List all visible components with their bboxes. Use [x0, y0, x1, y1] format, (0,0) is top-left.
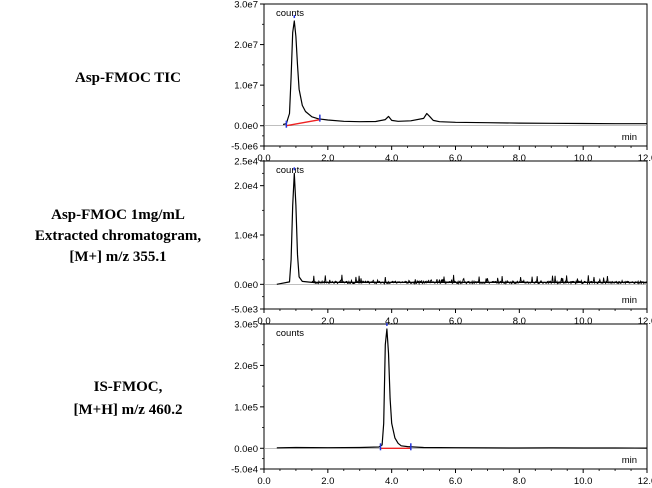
x-tick-label: 10.0	[574, 316, 593, 327]
y-unit-label: counts	[276, 165, 304, 176]
chart-panel-2: Asp-FMOC 1mg/mL Extracted chromatogram, [M…	[35, 157, 652, 328]
x-tick-label: 8.0	[513, 153, 526, 164]
y-tick-label: 0.0e0	[234, 121, 258, 132]
y-tick-label: 1.0e5	[234, 402, 258, 413]
x-tick-label: 4.0	[385, 316, 398, 327]
panel-label-3-line-2: [M+H] m/z 460.2	[74, 402, 183, 418]
y-unit-label: counts	[276, 8, 304, 19]
x-tick-label: 2.0	[321, 476, 334, 487]
y-tick-label: 0.0e0	[234, 280, 258, 291]
y-tick-label: 3.0e5	[234, 320, 258, 331]
y-tick-label: 2.0e5	[234, 361, 258, 372]
x-tick-label: 0.0	[257, 153, 270, 164]
x-tick-label: 0.0	[257, 476, 270, 487]
x-tick-label: 4.0	[385, 153, 398, 164]
x-tick-label: 10.0	[574, 476, 593, 487]
y-unit-label: counts	[276, 328, 304, 339]
x-unit-label: min	[622, 295, 637, 306]
y-tick-label: 1.0e4	[234, 231, 258, 242]
panel-label-1-line-1: Asp-FMOC TIC	[75, 70, 181, 86]
x-unit-label: min	[622, 455, 637, 466]
y-tick-label: 2.0e4	[234, 181, 258, 192]
series-line-1	[276, 328, 648, 449]
y-tick-label: 2.5e4	[234, 157, 258, 168]
x-tick-label: 0.0	[257, 316, 270, 327]
x-tick-label: 2.0	[321, 316, 334, 327]
x-tick-label: 12.0	[638, 316, 652, 327]
y-tick-label: -5.0e6	[231, 142, 258, 153]
y-tick-label: 0.0e0	[234, 444, 258, 455]
panel-label-2-line-1: Asp-FMOC 1mg/mL	[51, 207, 185, 223]
y-tick-label: 2.0e7	[234, 40, 258, 51]
y-tick-label: -5.0e4	[231, 465, 258, 476]
panel-label-2-line-2: Extracted chromatogram,	[35, 228, 202, 244]
x-tick-label: 2.0	[321, 153, 334, 164]
x-tick-label: 6.0	[449, 316, 462, 327]
panel-label-3-line-1: IS-FMOC,	[94, 379, 163, 395]
baseline-noise	[311, 274, 648, 286]
x-tick-label: 12.0	[638, 153, 652, 164]
x-tick-label: 6.0	[449, 476, 462, 487]
panel-label-2-line-3: [M+] m/z 355.1	[69, 249, 166, 265]
series-line-1	[282, 20, 647, 126]
x-tick-label: 6.0	[449, 153, 462, 164]
chart-panel-1: Asp-FMOC TIC 3.0e7 2.0e7 1.0e7 0.0e0 -5.0e60.…	[75, 0, 652, 164]
y-tick-label: 3.0e7	[234, 0, 258, 11]
x-tick-label: 8.0	[513, 316, 526, 327]
x-tick-label: 10.0	[574, 153, 593, 164]
x-tick-label: 8.0	[513, 476, 526, 487]
y-tick-label: -5.0e3	[231, 305, 258, 316]
series-line-1	[276, 172, 647, 285]
x-tick-label: 4.0	[385, 476, 398, 487]
chart-panel-3: IS-FMOC, [M+H] m/z 460.2 3.0e5 2.0e5 1.0e5 0.…	[74, 320, 652, 488]
y-tick-label: 1.0e7	[234, 81, 258, 92]
plot-frame	[263, 3, 648, 147]
plot-frame	[263, 160, 648, 310]
x-unit-label: min	[622, 132, 637, 143]
integration-baseline	[286, 118, 320, 127]
x-tick-label: 12.0	[638, 476, 652, 487]
